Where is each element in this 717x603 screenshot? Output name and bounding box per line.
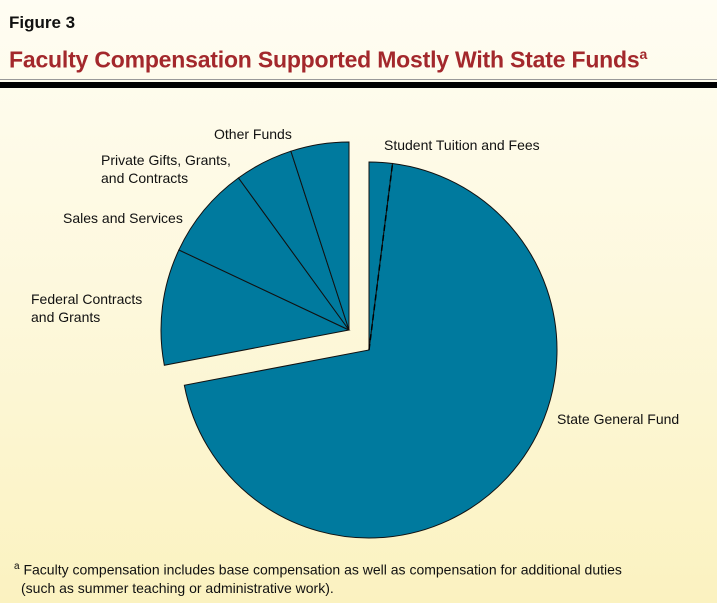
- label-state-general-fund: State General Fund: [557, 411, 680, 427]
- label-private: Private Gifts, Grants, and Contracts: [101, 151, 231, 187]
- footnote-line2: (such as summer teaching or administrati…: [21, 579, 334, 596]
- label-federal: Federal Contracts and Grants: [31, 290, 142, 326]
- pie-slice-federal-contracts-and-grants: [160, 249, 351, 366]
- label-federal-line2: and Grants: [31, 309, 101, 325]
- figure-label: Figure 3: [9, 13, 76, 32]
- footnote-line1: Faculty compensation includes base compe…: [23, 561, 622, 578]
- pie-slice-state-general-fund: [183, 162, 558, 539]
- title-divider: [0, 82, 717, 88]
- pie-slice-sales-and-services: [178, 177, 350, 331]
- label-private-line1: Private Gifts, Grants,: [101, 152, 231, 168]
- title-note-marker: a: [639, 46, 648, 62]
- pie-slice-other-funds: [290, 141, 350, 331]
- label-sales: Sales and Services: [63, 210, 183, 226]
- label-federal-line1: Federal Contracts: [31, 291, 143, 307]
- chart-title: Faculty Compensation Supported Mostly Wi…: [9, 46, 647, 74]
- label-other-funds: Other Funds: [214, 126, 292, 142]
- title-divider-thin: [0, 79, 717, 80]
- footnote-marker: a: [14, 561, 20, 572]
- chart-title-text: Faculty Compensation Supported Mostly Wi…: [9, 46, 640, 73]
- footnote: a Faculty compensation includes base com…: [14, 558, 622, 597]
- tuition-divider-dashed: [368, 163, 394, 351]
- label-student-tuition: Student Tuition and Fees: [384, 137, 540, 153]
- label-private-line2: and Contracts: [101, 170, 189, 186]
